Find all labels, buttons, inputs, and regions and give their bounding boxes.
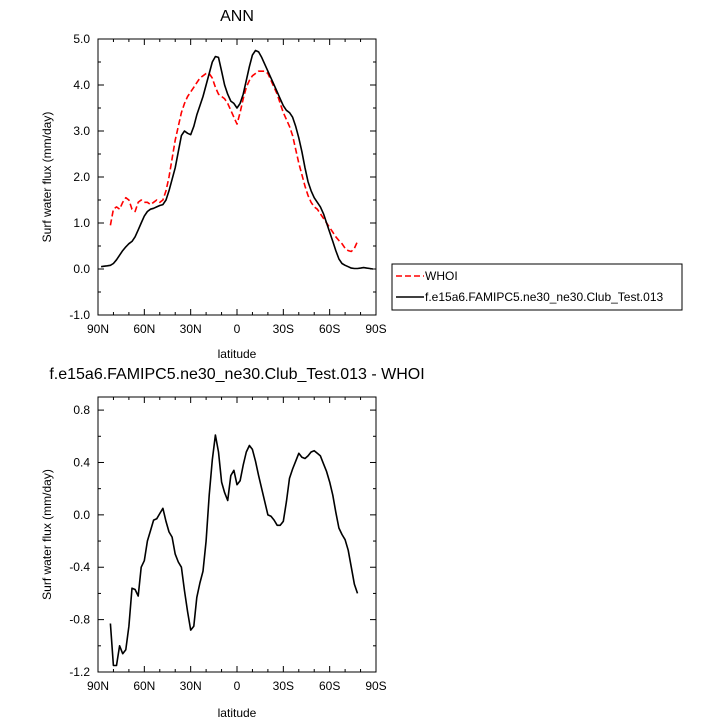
x-tick-label: 90S: [365, 679, 386, 693]
y-tick-label: -0.4: [69, 560, 90, 574]
y-tick-label: 0.4: [73, 455, 90, 469]
x-tick-label: 90S: [365, 322, 386, 336]
legend-label-1: WHOI: [425, 269, 458, 283]
y-tick-label: 0.0: [73, 508, 90, 522]
x-tick-label: 0: [234, 322, 241, 336]
x-tick-label: 30N: [180, 322, 202, 336]
y-tick-label: 4.0: [73, 78, 90, 92]
y-tick-label: 3.0: [73, 124, 90, 138]
x-tick-label: 30S: [273, 679, 294, 693]
x-tick-label: 90N: [87, 679, 109, 693]
legend-box: [391, 263, 683, 311]
x-tick-label: 30S: [273, 322, 294, 336]
y-tick-label: -1.2: [69, 665, 90, 679]
chart-panel-2: f.e15a6.FAMIPC5.ne30_ne30.Club_Test.013 …: [40, 366, 425, 720]
x-tick-label: 0: [234, 679, 241, 693]
plot-frame: [97, 396, 377, 673]
y-tick-label: 5.0: [73, 32, 90, 46]
x-axis-label: latitude: [218, 347, 257, 361]
y-axis-label: Surf water flux (mm/day): [40, 112, 54, 243]
y-axis-label: Surf water flux (mm/day): [40, 469, 54, 600]
y-tick-label: -1.0: [69, 308, 90, 322]
legend: WHOI f.e15a6.FAMIPC5.ne30_ne30.Club_Test.…: [391, 263, 683, 311]
legend-label-2: f.e15a6.FAMIPC5.ne30_ne30.Club_Test.013: [425, 290, 663, 304]
series-line-2: [100, 49, 374, 270]
y-tick-label: 2.0: [73, 170, 90, 184]
x-axis-label: latitude: [218, 706, 257, 720]
plot-frame: [97, 38, 377, 316]
x-tick-label: 60N: [133, 322, 155, 336]
x-tick-label: 90N: [87, 322, 109, 336]
x-tick-label: 60S: [319, 679, 340, 693]
chart-panel-1: ANN 90N 60N 30N 0 30S 60S 90S -1.0 0.0 1.0 2.0 3.0 4.…: [40, 8, 683, 361]
y-tick-label: 1.0: [73, 216, 90, 230]
y-tick-label: 0.8: [73, 403, 90, 417]
x-tick-label: 30N: [180, 679, 202, 693]
y-tick-label: 0.0: [73, 262, 90, 276]
chart-title: f.e15a6.FAMIPC5.ne30_ne30.Club_Test.013 …: [49, 366, 424, 383]
series-line-1: [109, 434, 359, 667]
x-tick-label: 60S: [319, 322, 340, 336]
chart-title: ANN: [220, 8, 254, 25]
series-line-1: [109, 70, 359, 253]
y-tick-label: -0.8: [69, 613, 90, 627]
x-tick-label: 60N: [133, 679, 155, 693]
